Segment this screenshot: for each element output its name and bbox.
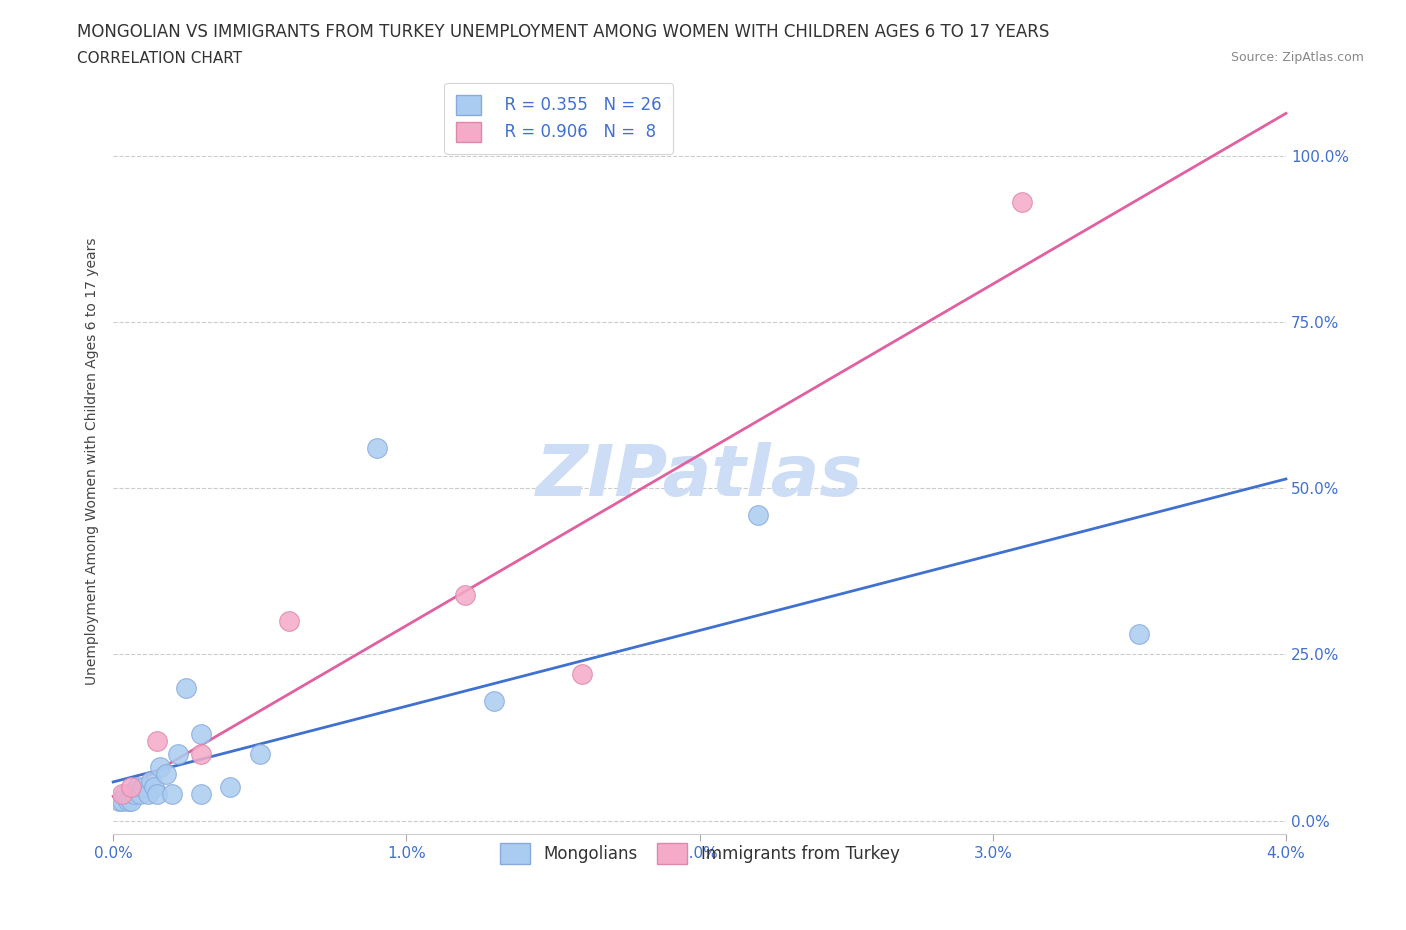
Point — [484, 694, 506, 709]
Point — [111, 793, 134, 808]
Point — [111, 787, 134, 802]
Point — [366, 441, 388, 456]
Point — [190, 787, 212, 802]
Y-axis label: Unemployment Among Women with Children Ages 6 to 17 years: Unemployment Among Women with Children A… — [86, 238, 100, 685]
Point — [149, 760, 172, 775]
Point — [120, 793, 142, 808]
Point — [160, 787, 183, 802]
Legend: Mongolians, Immigrants from Turkey: Mongolians, Immigrants from Turkey — [494, 837, 905, 870]
Point — [120, 780, 142, 795]
Point — [454, 587, 477, 602]
Text: ZIPatlas: ZIPatlas — [536, 442, 863, 511]
Point — [571, 667, 593, 682]
Point — [122, 787, 145, 802]
Point — [166, 747, 188, 762]
Point — [143, 780, 166, 795]
Point — [249, 747, 271, 762]
Text: CORRELATION CHART: CORRELATION CHART — [77, 51, 242, 66]
Point — [138, 787, 160, 802]
Point — [190, 747, 212, 762]
Point — [114, 787, 136, 802]
Point — [131, 780, 153, 795]
Point — [747, 508, 769, 523]
Point — [155, 766, 177, 781]
Point — [128, 787, 150, 802]
Point — [278, 614, 301, 629]
Point — [146, 787, 169, 802]
Point — [108, 793, 131, 808]
Text: Source: ZipAtlas.com: Source: ZipAtlas.com — [1230, 51, 1364, 64]
Point — [141, 773, 163, 788]
Point — [176, 680, 198, 695]
Point — [1128, 627, 1150, 642]
Point — [219, 780, 242, 795]
Point — [125, 780, 148, 795]
Point — [117, 793, 139, 808]
Point — [1011, 195, 1033, 210]
Text: MONGOLIAN VS IMMIGRANTS FROM TURKEY UNEMPLOYMENT AMONG WOMEN WITH CHILDREN AGES : MONGOLIAN VS IMMIGRANTS FROM TURKEY UNEM… — [77, 23, 1050, 41]
Point — [146, 734, 169, 749]
Point — [190, 726, 212, 741]
